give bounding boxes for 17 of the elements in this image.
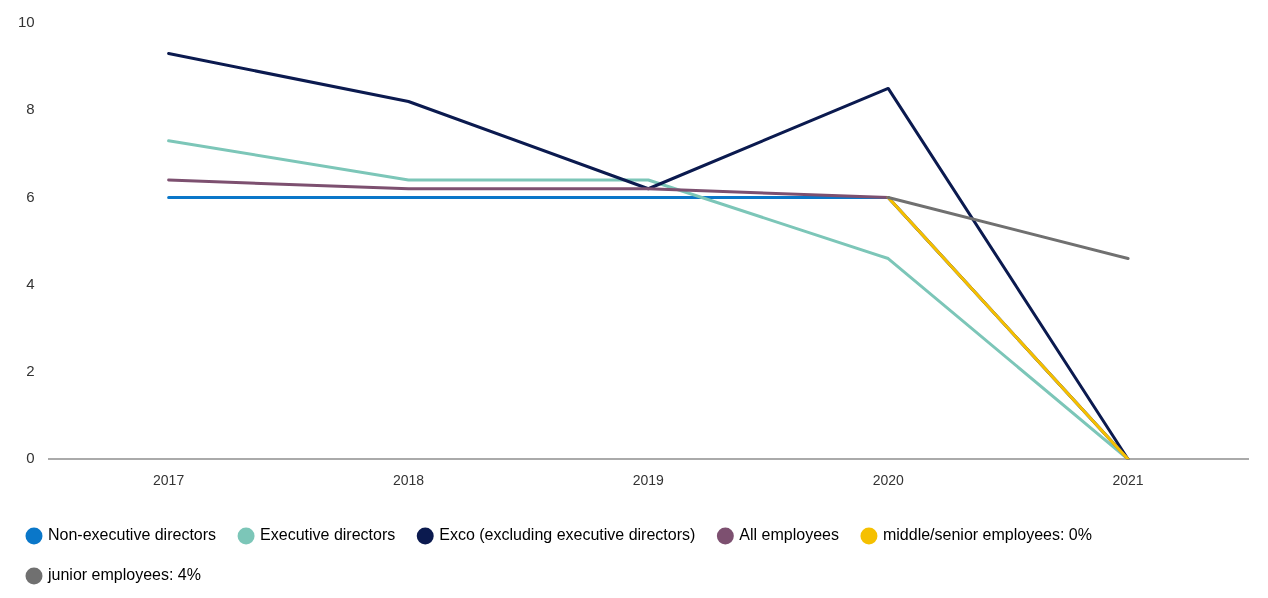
x-tick-label: 2017 bbox=[153, 472, 185, 489]
x-tick-label: 2018 bbox=[392, 472, 425, 489]
y-tick-label: 8 bbox=[26, 100, 35, 118]
legend-label: All employees bbox=[739, 526, 839, 544]
y-tick-label: 4 bbox=[26, 274, 35, 292]
y-tick-label: 0 bbox=[26, 449, 35, 467]
legend-label: junior employees: 4% bbox=[47, 566, 201, 584]
y-tick-label: 2 bbox=[26, 362, 35, 380]
y-tick-label: 6 bbox=[26, 187, 35, 205]
x-tick-label: 2019 bbox=[632, 472, 665, 489]
x-tick-label: 2021 bbox=[1112, 472, 1144, 489]
legend-label: middle/senior employees: 0% bbox=[882, 526, 1092, 544]
y-tick-label: 10 bbox=[18, 13, 35, 31]
legend-label: Non-executive directors bbox=[48, 526, 217, 544]
legend-label: Executive directors bbox=[260, 526, 396, 544]
legend-label: Exco (excluding executive directors) bbox=[439, 526, 696, 544]
x-tick-label: 2020 bbox=[872, 472, 904, 489]
